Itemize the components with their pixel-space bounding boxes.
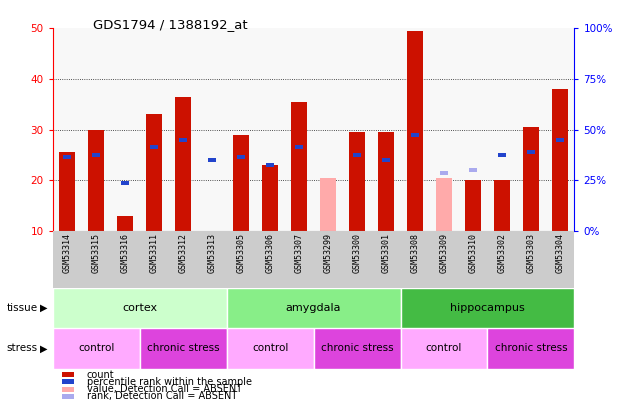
Text: GSM53311: GSM53311 [150,232,159,273]
Text: stress: stress [6,343,37,353]
Bar [227,328,314,369]
Text: GSM53303: GSM53303 [527,232,535,273]
Text: GSM53309: GSM53309 [440,232,448,273]
Text: chronic stress: chronic stress [321,343,393,353]
Bar [314,328,401,369]
Bar [494,180,510,231]
Bar [53,288,227,328]
Bar [121,181,129,185]
Text: GSM53299: GSM53299 [324,232,333,273]
Text: GSM53300: GSM53300 [353,232,361,273]
Text: percentile rank within the sample: percentile rank within the sample [87,377,252,387]
Bar [523,127,539,231]
Bar [53,231,574,288]
Bar [440,171,448,175]
Bar [498,153,506,157]
Bar [407,31,423,231]
Text: GSM53305: GSM53305 [237,232,246,273]
Text: GSM53306: GSM53306 [266,232,274,273]
Text: control: control [252,343,288,353]
Text: GSM53307: GSM53307 [294,232,304,273]
Text: count: count [87,370,114,379]
Text: GSM53316: GSM53316 [120,232,130,273]
Text: tissue: tissue [6,303,37,313]
Text: chronic stress: chronic stress [147,343,219,353]
Text: GSM53304: GSM53304 [555,232,564,273]
Bar [382,158,390,162]
Bar [266,163,274,167]
Bar [150,145,158,149]
Bar [63,156,71,160]
Bar [233,134,249,231]
Text: value, Detection Call = ABSENT: value, Detection Call = ABSENT [87,384,242,394]
Text: GSM53302: GSM53302 [497,232,507,273]
Text: cortex: cortex [122,303,157,313]
Text: GSM53313: GSM53313 [207,232,217,273]
Bar [117,215,133,231]
Bar [208,158,216,162]
Bar [237,156,245,160]
Bar [401,328,487,369]
Bar [401,288,574,328]
Bar [349,132,365,231]
Text: GSM53314: GSM53314 [63,232,72,273]
Text: GSM53315: GSM53315 [92,232,101,273]
Bar [227,288,401,328]
Text: ▶: ▶ [40,343,48,353]
Bar [53,328,140,369]
Bar [527,150,535,154]
Text: GSM53312: GSM53312 [179,232,188,273]
Bar [320,178,336,231]
Bar [436,178,452,231]
Text: chronic stress: chronic stress [495,343,567,353]
Bar [140,328,227,369]
Bar [60,152,75,231]
Bar [291,102,307,231]
Text: ▶: ▶ [40,303,48,313]
Bar [353,153,361,157]
Bar [175,97,191,231]
Bar [179,138,188,142]
Bar [552,89,568,231]
Text: GSM53301: GSM53301 [381,232,391,273]
Bar [487,328,574,369]
Bar [262,165,278,231]
Bar [411,133,419,137]
Text: amygdala: amygdala [286,303,342,313]
Text: hippocampus: hippocampus [450,303,525,313]
Bar [88,130,104,231]
Bar [92,153,101,157]
Text: GDS1794 / 1388192_at: GDS1794 / 1388192_at [93,18,248,31]
Bar [295,145,303,149]
Text: control: control [426,343,462,353]
Text: GSM53308: GSM53308 [410,232,420,273]
Text: GSM53310: GSM53310 [468,232,478,273]
Text: rank, Detection Call = ABSENT: rank, Detection Call = ABSENT [87,392,237,401]
Bar [465,180,481,231]
Text: control: control [78,343,114,353]
Bar [556,138,564,142]
Bar [147,115,162,231]
Bar [378,132,394,231]
Bar [469,168,477,172]
